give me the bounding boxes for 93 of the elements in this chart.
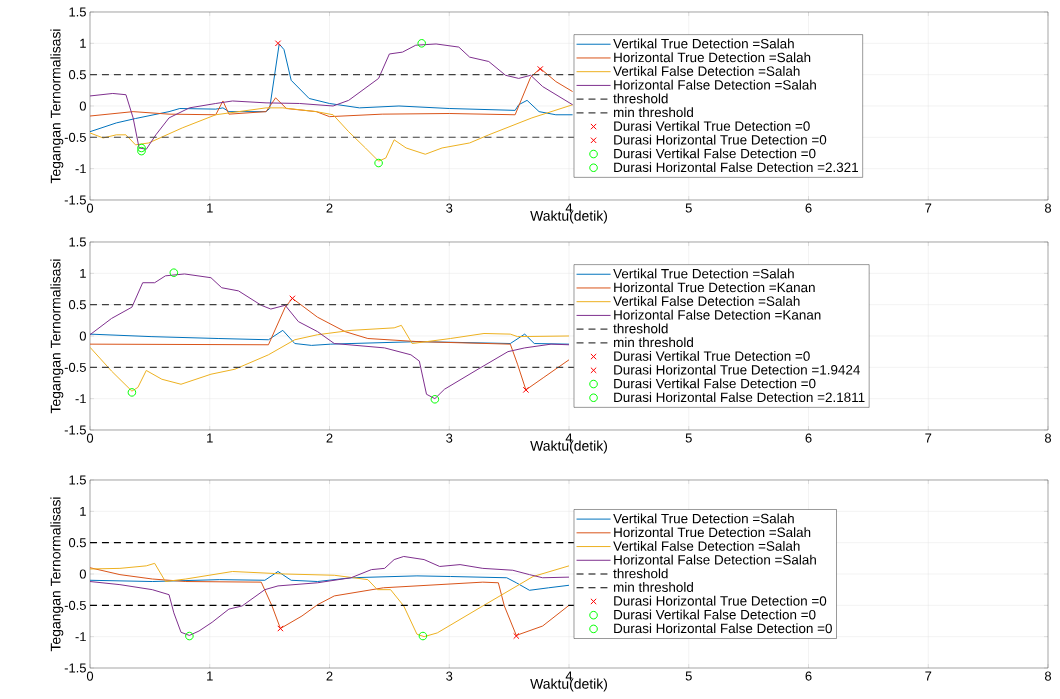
x-tick-label: 5 xyxy=(685,203,692,213)
point xyxy=(137,143,146,153)
y-tick-label: -0.5 xyxy=(64,362,86,372)
x-tick-label: 3 xyxy=(446,203,453,213)
x-tick-label: 7 xyxy=(925,433,932,443)
y-tick-label: -0.5 xyxy=(64,132,86,142)
point xyxy=(374,158,383,168)
x-tick-label: 1 xyxy=(207,433,213,443)
legend-label: threshold xyxy=(613,323,668,334)
x-tick-label: 2 xyxy=(326,203,333,213)
legend-label: threshold xyxy=(613,93,668,104)
legend-label: Horizontal False Detection =Salah xyxy=(614,79,816,90)
legend-label: min threshold xyxy=(613,107,693,118)
legend-label: Durasi Horizontal False Detection =0 xyxy=(614,623,832,634)
x-tick-label: 2 xyxy=(326,433,333,443)
x-tick-label: 5 xyxy=(685,671,692,681)
y-tick-label: 0 xyxy=(79,331,86,341)
point xyxy=(274,40,282,47)
y-tick-label: 0.5 xyxy=(68,300,86,310)
legend-label: Horizontal True Detection =Kanan xyxy=(614,282,815,293)
y-tick-label: 1 xyxy=(80,506,86,516)
legend-label: Vertikal False Detection =Salah xyxy=(613,66,800,76)
point xyxy=(522,386,530,394)
x-tick-label: 3 xyxy=(446,671,453,681)
legend-label: Horizontal True Detection =Salah xyxy=(614,52,811,63)
legend-label: Durasi Horizontal False Detection =2.1811 xyxy=(614,392,865,403)
legend-label: Durasi Horizontal True Detection =1.9424 xyxy=(614,364,860,375)
y-tick-label: -1 xyxy=(75,394,86,404)
legend-label: min threshold xyxy=(613,337,693,348)
y-tick-label: -1.5 xyxy=(64,663,86,673)
legend-label: Horizontal False Detection =Salah xyxy=(614,554,816,565)
legend-label: Vertikal True Detection =Salah xyxy=(613,513,794,524)
legend-label: Vertikal False Detection =Salah xyxy=(613,540,800,551)
line-series xyxy=(90,43,574,150)
y-tick-label: 0.5 xyxy=(68,538,86,548)
y-axis-title: Tegangan Ternormalisasi xyxy=(50,259,64,414)
y-axis-title: Tegangan Ternormalisasi xyxy=(50,497,64,652)
line-series xyxy=(90,297,570,391)
legend-label: Durasi Vertikal False Detection =0 xyxy=(614,148,816,159)
x-tick-label: 8 xyxy=(1044,203,1052,213)
x-tick-label: 6 xyxy=(805,671,812,681)
line-series xyxy=(90,570,570,591)
y-tick-label: -1 xyxy=(75,164,86,174)
point xyxy=(289,295,296,302)
y-tick-label: -1 xyxy=(75,632,86,642)
y-tick-label: 0 xyxy=(79,101,86,111)
point xyxy=(417,39,426,48)
legend-label: min threshold xyxy=(613,582,693,592)
legend-label: Durasi Vertikal False Detection =0 xyxy=(614,609,816,620)
x-tick-label: 8 xyxy=(1044,433,1052,443)
line-series xyxy=(90,324,570,392)
line-series xyxy=(90,273,570,400)
legend-label: Durasi Horizontal True Detection =0 xyxy=(614,595,827,606)
x-tick-label: 7 xyxy=(925,671,932,681)
y-tick-label: 1 xyxy=(80,38,86,48)
point xyxy=(137,146,146,156)
y-tick-label: 1.5 xyxy=(69,7,86,17)
legend-label: Durasi Vertikal True Detection =0 xyxy=(614,120,810,131)
x-tick-label: 3 xyxy=(446,433,453,443)
x-tick-label: 5 xyxy=(685,433,692,443)
legend-label: Horizontal True Detection =Salah xyxy=(614,527,811,538)
legend-label: threshold xyxy=(613,568,668,579)
y-tick-label: -1.5 xyxy=(64,425,86,435)
y-tick-label: 0 xyxy=(79,569,86,579)
y-tick-label: 1.5 xyxy=(69,237,86,247)
x-tick-label: 7 xyxy=(925,203,932,213)
legend-label: Vertikal True Detection =Salah xyxy=(613,38,794,49)
legend-label: Durasi Horizontal False Detection =2.321 xyxy=(614,162,858,173)
y-tick-label: -0.5 xyxy=(64,600,86,610)
x-tick-label: 2 xyxy=(326,671,333,681)
y-tick-label: 1.5 xyxy=(69,475,86,485)
y-tick-label: 0.5 xyxy=(68,70,86,80)
point xyxy=(169,268,179,277)
legend-label: Vertikal True Detection =Salah xyxy=(613,268,794,279)
legend-label: Durasi Horizontal True Detection =0 xyxy=(614,134,827,145)
line-series xyxy=(90,43,574,133)
legend-label: Durasi Vertikal True Detection =0 xyxy=(614,350,810,361)
y-axis-title: Tegangan Ternormalisasi xyxy=(50,29,64,184)
legend-label: Durasi Vertikal False Detection =0 xyxy=(614,378,816,389)
x-tick-label: 1 xyxy=(207,203,213,213)
legend-label: Vertikal False Detection =Salah xyxy=(613,296,800,306)
x-tick-label: 8 xyxy=(1044,671,1052,681)
point xyxy=(127,388,137,397)
x-tick-label: 6 xyxy=(805,203,812,213)
point xyxy=(430,395,440,404)
point xyxy=(537,65,544,73)
x-tick-label: 1 xyxy=(207,671,213,681)
x-tick-label: 6 xyxy=(805,433,812,443)
y-tick-label: -1.5 xyxy=(64,195,86,205)
line-series xyxy=(90,104,574,162)
y-tick-label: 1 xyxy=(80,268,86,278)
line-series xyxy=(90,67,574,118)
legend-label: Horizontal False Detection =Kanan xyxy=(614,309,821,320)
